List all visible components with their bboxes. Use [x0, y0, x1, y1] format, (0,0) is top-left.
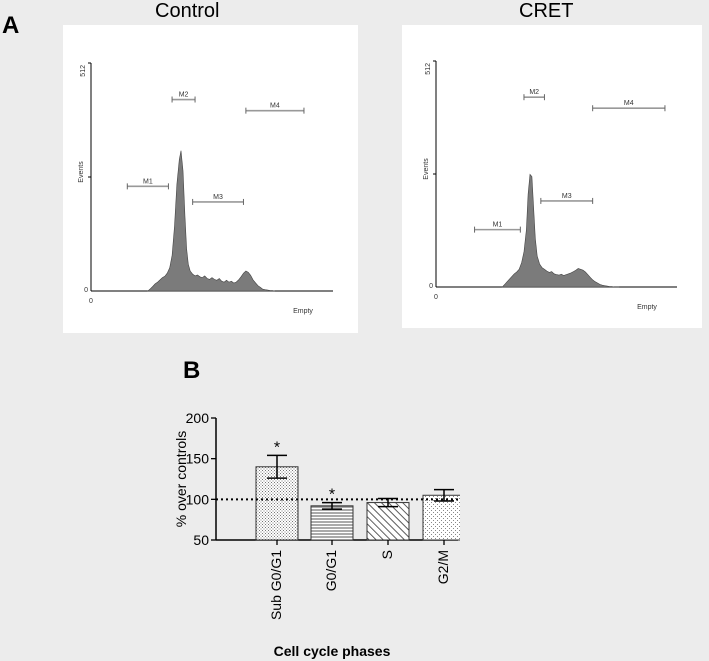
- panel-label-a: A: [2, 12, 20, 39]
- bar-3: [366, 502, 410, 541]
- bar-1: [255, 466, 299, 541]
- cret-y-tick-label-max: 512: [425, 63, 432, 75]
- panel-label-b: B: [183, 357, 201, 384]
- cret-histogram: 512 00 Events Empty M1 M2 M3 M4: [402, 25, 702, 328]
- bar-category-label-2: G0/G1: [323, 550, 339, 591]
- bar-y-tick-label-150: 150: [186, 451, 210, 467]
- control-x-tick-label-min: 0: [89, 298, 93, 305]
- cret-marker-m3-label: M3: [562, 193, 572, 200]
- control-marker-m1-label: M1: [143, 178, 153, 185]
- control-y-tick-label-min: 0: [84, 287, 88, 294]
- cret-marker-m4-label: M4: [624, 100, 634, 107]
- control-y-axis-title: Events: [78, 161, 85, 183]
- bar-category-label-1: Sub G0/G1: [268, 550, 284, 620]
- control-marker-m3-label: M3: [213, 194, 223, 201]
- control-y-tick-label-max: 512: [80, 65, 87, 77]
- cret-x-axis-title: Empty: [637, 304, 657, 311]
- cret-y-tick-label-min: 0: [429, 283, 433, 290]
- cret-histogram-title: CRET: [519, 0, 574, 22]
- bar-category-label-3: S: [379, 550, 395, 559]
- control-histogram-title: Control: [155, 0, 220, 22]
- significance-marker-1: *: [274, 439, 280, 456]
- control-x-axis-title: Empty: [293, 308, 313, 315]
- bar-y-tick-label-100: 100: [186, 491, 210, 507]
- bar-4: [422, 494, 460, 541]
- bar-y-axis-title: % over controls: [173, 431, 189, 527]
- cret-marker-m2-label: M2: [529, 89, 539, 96]
- bar-y-tick-label-50: 50: [193, 532, 209, 548]
- cret-histogram-area: [501, 173, 620, 288]
- cret-y-axis-title: Events: [423, 158, 430, 180]
- bar-y-tick-label-200: 200: [186, 410, 210, 426]
- bar-2: [310, 505, 354, 541]
- control-histogram-area: [147, 150, 275, 292]
- bar-category-label-4: G2/M: [435, 550, 451, 584]
- control-marker-m4-label: M4: [270, 103, 280, 110]
- control-marker-m2-label: M2: [179, 92, 189, 99]
- significance-marker-2: *: [329, 487, 335, 504]
- cret-x-tick-label-min: 0: [434, 294, 438, 301]
- cret-marker-m1-label: M1: [493, 222, 503, 229]
- control-histogram: 512 00 Events Empty M1 M2 M3 M4: [63, 25, 358, 333]
- bar-x-axis-title: Cell cycle phases: [274, 643, 391, 659]
- cell-cycle-bar-chart: 50 100 150 200 % over controls * Sub G0/G1 * G0/…: [173, 410, 460, 659]
